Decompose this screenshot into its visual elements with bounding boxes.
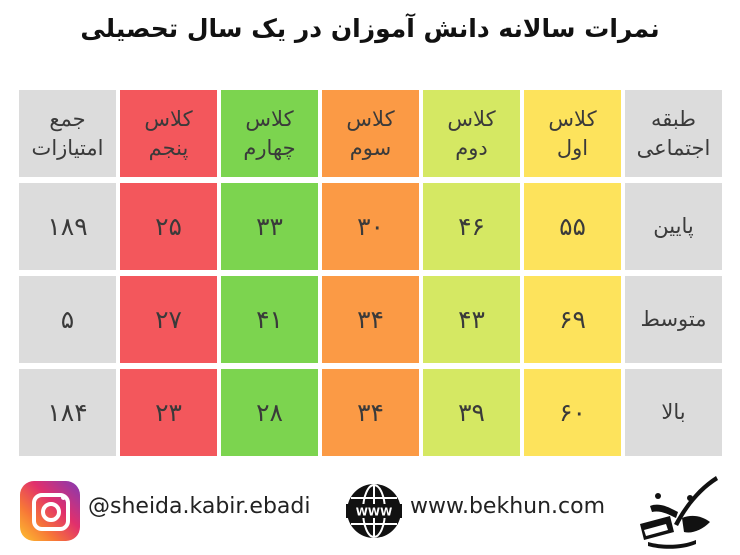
cell-class-4: ۴۱ xyxy=(221,276,318,363)
bekhun-logo-icon xyxy=(640,476,718,549)
header-class-5: کلاس پنجم xyxy=(120,90,217,177)
cell-class-2: ۳۹ xyxy=(423,369,520,456)
header-class-2: کلاس دوم xyxy=(423,90,520,177)
header-category: طبقه اجتماعی xyxy=(625,90,722,177)
row-category: بالا xyxy=(625,369,722,456)
cell-class-3: ۳۴ xyxy=(322,276,419,363)
cell-class-4: ۳۳ xyxy=(221,183,318,270)
cell-class-3: ۳۴ xyxy=(322,369,419,456)
header-class-1: کلاس اول xyxy=(524,90,621,177)
cell-total: ۱۸۴ xyxy=(19,369,116,456)
website-link[interactable]: www.bekhun.com xyxy=(410,494,606,519)
cell-total: ۱۸۹ xyxy=(19,183,116,270)
header-class-4: کلاس چهارم xyxy=(221,90,318,177)
cell-total: ۵ xyxy=(19,276,116,363)
footer: @sheida.kabir.ebadi WWW www.bekhun.com xyxy=(0,472,740,552)
cell-class-5: ۲۷ xyxy=(120,276,217,363)
instagram-icon[interactable] xyxy=(20,481,80,541)
header-class-3: کلاس سوم xyxy=(322,90,419,177)
row-category: پایین xyxy=(625,183,722,270)
instagram-handle[interactable]: @sheida.kabir.ebadi xyxy=(88,494,311,519)
header-total: جمع امتیازات xyxy=(19,90,116,177)
cell-class-2: ۴۶ xyxy=(423,183,520,270)
cell-class-1: ۶۰ xyxy=(524,369,621,456)
cell-class-3: ۳۰ xyxy=(322,183,419,270)
cell-class-2: ۴۳ xyxy=(423,276,520,363)
page-title: نمرات سالانه دانش آموزان در یک سال تحصیل… xyxy=(80,14,660,43)
cell-class-5: ۲۳ xyxy=(120,369,217,456)
row-category: متوسط xyxy=(625,276,722,363)
cell-class-5: ۲۵ xyxy=(120,183,217,270)
globe-label: WWW xyxy=(356,506,392,519)
cell-class-1: ۶۹ xyxy=(524,276,621,363)
globe-www-icon[interactable]: WWW xyxy=(344,481,404,541)
scores-table: طبقه اجتماعی کلاس اول کلاس دوم کلاس سوم … xyxy=(19,90,722,456)
cell-class-4: ۲۸ xyxy=(221,369,318,456)
cell-class-1: ۵۵ xyxy=(524,183,621,270)
